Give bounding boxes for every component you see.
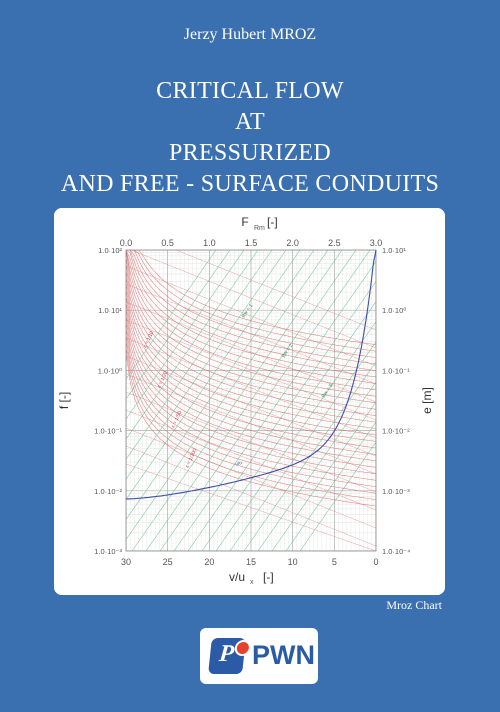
green-line (159, 249, 371, 552)
green-line (145, 249, 357, 552)
red-oblique-line (125, 319, 377, 421)
bottom-axis-unit: [-] (263, 570, 274, 584)
left-tick-label: 1.0·10¹ (98, 306, 122, 315)
mask-left (54, 208, 126, 595)
green-line (131, 249, 343, 552)
bottom-tick-label: 5 (332, 557, 337, 567)
top-tick-label: 3.0 (370, 238, 383, 248)
left-tick-label: 1.0·10⁻³ (94, 547, 122, 556)
mask-bottom (54, 551, 445, 595)
bottom-axis-label: v/u (229, 570, 245, 584)
top-axis-unit: [-] (267, 215, 278, 229)
plot-border (125, 249, 377, 552)
left-tick-label: 1.0·10⁻² (94, 487, 122, 496)
title-line-3: PRESSURIZED (169, 140, 331, 166)
left-tick-label: 1.0·10⁻¹ (94, 427, 122, 436)
pwn-mark-letter: P (217, 641, 236, 667)
green-line (173, 249, 385, 552)
top-tick-label: 0.0 (120, 238, 133, 248)
right-tick-label: 1.0·10⁻² (382, 427, 410, 436)
top-axis-subscript: Rm (254, 225, 265, 232)
author-name: Jerzy Hubert MROZ (183, 26, 317, 43)
bottom-tick-label: 20 (204, 557, 214, 567)
red-curve (125, 249, 377, 391)
left-tick-label: 1.0·10² (98, 246, 122, 255)
right-tick-label: 1.0·10⁰ (382, 306, 406, 315)
green-line (187, 249, 399, 552)
red-curve (126, 249, 377, 371)
mask-right (376, 208, 445, 595)
bottom-tick-label: 30 (121, 557, 131, 567)
red-oblique-line (125, 391, 377, 493)
red-curve (125, 314, 377, 468)
red-curve (125, 249, 377, 397)
title-line-4: AND FREE - SURFACE CONDUITS (60, 171, 440, 197)
red-curve (125, 249, 377, 384)
right-tick-label: 1.0·10¹ (382, 246, 406, 255)
red-curve (125, 288, 377, 442)
pwn-mark-icon: P (208, 638, 252, 674)
red-curve (125, 269, 377, 423)
red-oblique-line (125, 247, 377, 349)
red-oblique-line (125, 355, 377, 457)
right-tick-label: 1.0·10⁻⁴ (382, 547, 410, 556)
red-oblique-line (125, 373, 377, 475)
red-oblique-line (125, 445, 377, 547)
title-line-2: AT (235, 109, 265, 135)
mask-top (54, 208, 445, 250)
red-oblique-line (125, 463, 377, 552)
top-tick-label: 1.0 (203, 238, 216, 248)
bottom-tick-label: 10 (288, 557, 298, 567)
bottom-tick-label: 15 (246, 557, 256, 567)
red-curve (125, 282, 377, 436)
red-curve (125, 340, 377, 494)
right-axis-label: e [m] (420, 387, 434, 414)
red-oblique-line (125, 301, 377, 403)
left-axis-label: f [-] (57, 392, 71, 409)
title-line-1: CRITICAL FLOW (156, 78, 344, 104)
red-curve (126, 249, 377, 352)
top-tick-label: 1.5 (245, 238, 258, 248)
bottom-tick-label: 25 (163, 557, 173, 567)
green-line (103, 249, 315, 552)
red-curve (125, 249, 377, 404)
red-curve (125, 353, 377, 507)
red-curve (125, 249, 377, 378)
red-curve (126, 249, 377, 358)
bottom-tick-label: 0 (373, 557, 378, 567)
top-tick-label: 2.5 (328, 238, 341, 248)
top-axis-label: F (241, 215, 248, 229)
red-curve (125, 333, 377, 487)
blue-curve (125, 249, 377, 500)
blue-series-label: v/u (235, 460, 244, 468)
red-oblique-line (125, 283, 377, 385)
book-title: CRITICAL FLOW AT PRESSURIZED AND FREE - … (0, 76, 500, 200)
top-tick-label: 2.0 (286, 238, 299, 248)
publisher-logo: P PWN (200, 628, 318, 684)
right-tick-label: 1.0·10⁻³ (382, 487, 410, 496)
right-tick-label: 1.0·10⁻¹ (382, 366, 410, 375)
green-line (117, 249, 329, 552)
left-tick-label: 1.0·10⁰ (98, 366, 122, 375)
chart-caption: Mroz Chart (386, 598, 442, 612)
red-curve (125, 301, 377, 455)
bottom-axis-subscript: x (250, 579, 254, 586)
publisher-name: PWN (252, 640, 315, 670)
red-oblique-line (125, 409, 377, 511)
red-curve (125, 320, 377, 475)
pwn-dot-icon (234, 640, 252, 656)
red-curve (125, 256, 377, 410)
red-oblique-line (125, 265, 377, 367)
red-curve (125, 275, 377, 429)
top-tick-label: 0.5 (161, 238, 174, 248)
